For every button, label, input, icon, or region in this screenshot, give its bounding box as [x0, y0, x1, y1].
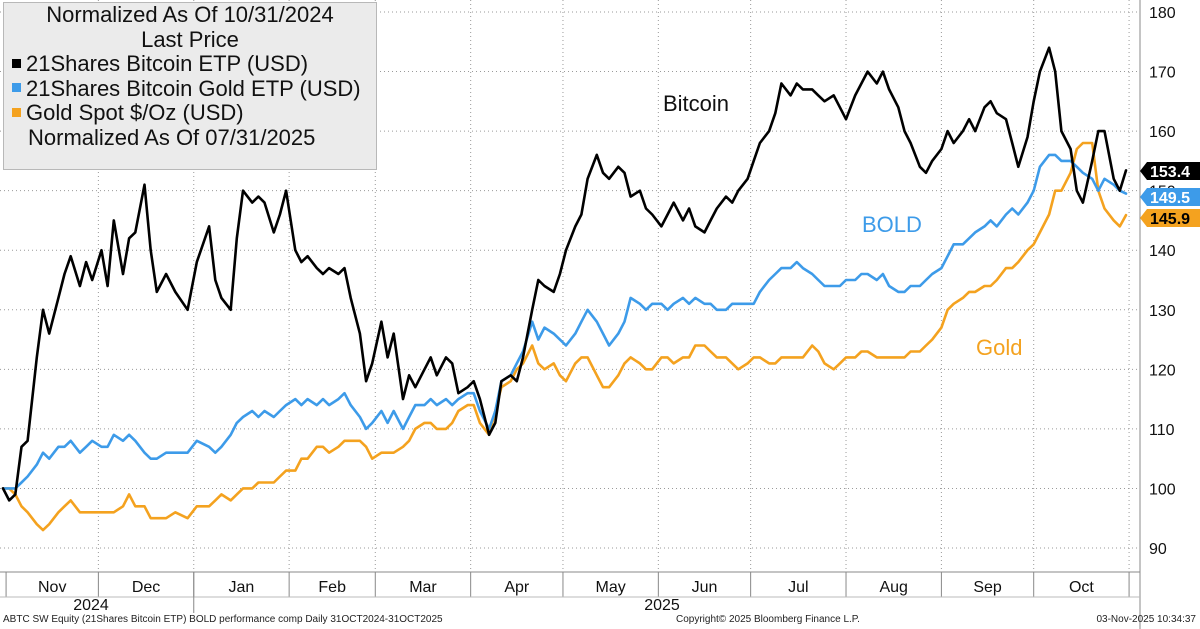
year-label-2025: 2025 — [644, 597, 680, 614]
y-tick-label: 160 — [1149, 124, 1176, 141]
legend-label-bitcoin: 21Shares Bitcoin ETP (USD) — [26, 51, 309, 76]
y-tick-label: 130 — [1149, 303, 1176, 320]
last-value-tag-label: 149.5 — [1150, 190, 1190, 207]
y-tick-label: 180 — [1149, 5, 1176, 22]
legend-swatch-gold — [12, 107, 21, 117]
x-tick-label-may: May — [596, 579, 626, 596]
last-value-tag-bg — [1140, 188, 1200, 206]
footer-timestamp: 03-Nov-2025 10:34:37 — [1096, 614, 1196, 625]
y-tick-label: 120 — [1149, 362, 1176, 379]
x-tick-label-oct: Oct — [1069, 579, 1094, 596]
x-tick-label-aug: Aug — [879, 579, 907, 596]
legend-item-bold: 21Shares Bitcoin Gold ETP (USD) — [4, 75, 376, 102]
series-layer — [1, 46, 1128, 532]
x-tick-label-dec: Dec — [132, 579, 160, 596]
legend-item-bitcoin: 21Shares Bitcoin ETP (USD) — [4, 51, 376, 77]
legend-subtitle: Last Price — [141, 26, 239, 52]
year-label-2024: 2024 — [73, 597, 109, 614]
last-value-tag-label: 145.9 — [1150, 211, 1190, 228]
last-value-tag-bg — [1140, 209, 1200, 227]
legend-item-gold: Gold Spot $/Oz (USD) — [4, 100, 376, 126]
series-line-bold — [1, 153, 1128, 490]
last-value-tag-gold: 145.9 — [1140, 209, 1200, 228]
legend-label-gold: Gold Spot $/Oz (USD) — [26, 100, 244, 125]
series-line-gold — [1, 141, 1128, 532]
last-value-tag-bg — [1140, 162, 1200, 180]
grid-layer — [0, 0, 1140, 572]
legend-note: Normalized As Of 07/31/2025 — [28, 124, 316, 150]
x-tick-label-jul: Jul — [788, 579, 808, 596]
annotation-layer: Bitcoin BOLD Gold — [663, 91, 1022, 360]
x-tick-label-feb: Feb — [318, 579, 346, 596]
annotation-bold: BOLD — [862, 212, 922, 237]
annotation-bitcoin: Bitcoin — [663, 91, 729, 116]
x-tick-label-jun: Jun — [692, 579, 718, 596]
x-tick-label-nov: Nov — [38, 579, 66, 596]
last-value-tag-bold: 149.5 — [1140, 188, 1200, 207]
legend: Normalized As Of 10/31/2024 Last Price 2… — [3, 2, 377, 170]
footer-security-info: ABTC SW Equity (21Shares Bitcoin ETP) BO… — [3, 614, 443, 625]
last-value-tag-bitcoin: 153.4 — [1140, 162, 1200, 181]
y-tick-label: 90 — [1149, 541, 1167, 558]
series-line-bitcoin — [1, 46, 1128, 502]
annotation-gold: Gold — [976, 335, 1022, 360]
legend-swatch-bold — [12, 83, 21, 93]
last-value-tag-label: 153.4 — [1150, 164, 1190, 181]
y-tick-label: 100 — [1149, 481, 1176, 498]
footer-copyright: Copyright© 2025 Bloomberg Finance L.P. — [676, 614, 860, 625]
x-tick-label-apr: Apr — [504, 579, 530, 596]
x-tick-label-mar: Mar — [409, 579, 437, 596]
x-tick-label-jan: Jan — [229, 579, 255, 596]
x-tick-label-sep: Sep — [973, 579, 1002, 596]
y-tick-label: 140 — [1149, 243, 1176, 260]
legend-swatch-bitcoin — [12, 58, 21, 68]
last-value-tags: 153.4 149.5 145.9 — [1140, 162, 1200, 228]
legend-title: Normalized As Of 10/31/2024 — [46, 2, 334, 27]
y-tick-label: 170 — [1149, 65, 1176, 82]
legend-label-bold: 21Shares Bitcoin Gold ETP (USD) — [26, 75, 361, 101]
y-tick-label: 110 — [1149, 422, 1175, 439]
